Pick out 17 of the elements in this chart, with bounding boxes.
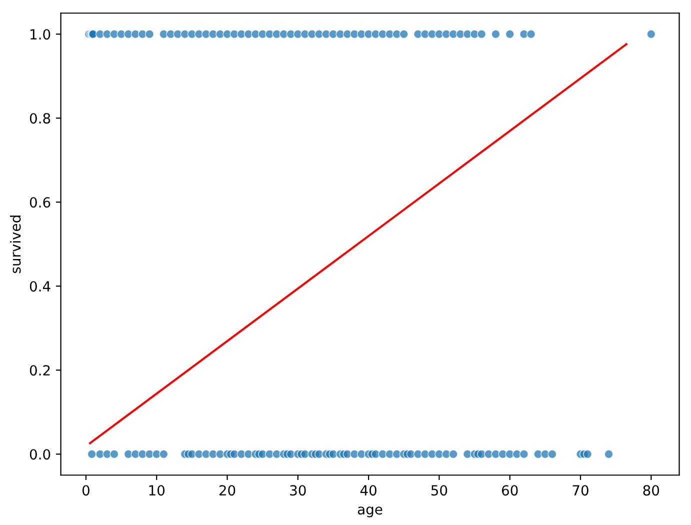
x-tick-label: 50 bbox=[431, 485, 448, 496]
y-axis-title: survived bbox=[10, 216, 21, 274]
x-tick-label: 20 bbox=[219, 485, 236, 496]
x-tick-label: 70 bbox=[572, 485, 588, 496]
y-tick-label: 0.6 bbox=[30, 197, 50, 208]
x-tick-label: 80 bbox=[643, 485, 660, 496]
x-tick-label: 0 bbox=[82, 485, 90, 496]
y-tick-label: 0.4 bbox=[30, 281, 50, 292]
x-tick-label: 40 bbox=[360, 485, 376, 496]
x-axis-title: age bbox=[358, 506, 382, 518]
y-tick-label: 1.0 bbox=[30, 29, 50, 40]
y-tick-label: 0.8 bbox=[30, 113, 50, 124]
x-tick-label: 60 bbox=[502, 485, 518, 496]
y-tick-label: 0.2 bbox=[30, 365, 50, 376]
x-tick-label: 30 bbox=[290, 485, 306, 496]
x-tick-label: 10 bbox=[149, 485, 165, 496]
y-tick-label: 0.0 bbox=[30, 449, 50, 460]
